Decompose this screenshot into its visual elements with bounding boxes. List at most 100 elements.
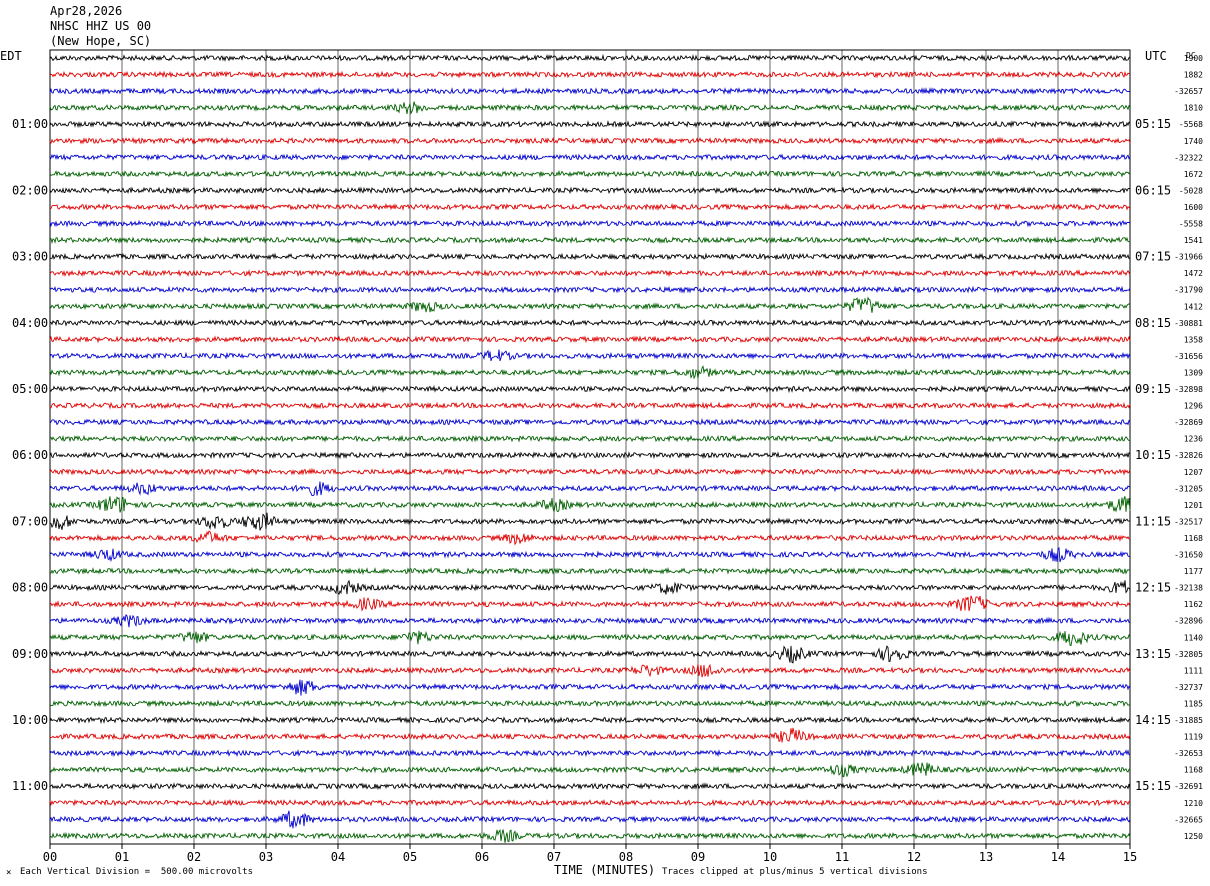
trace-line	[49, 186, 1130, 195]
local-hour-label: 09:00	[12, 647, 48, 661]
trace-line	[49, 715, 1131, 725]
trace-line	[49, 365, 1131, 380]
trace-line	[49, 136, 1131, 145]
trace-line	[49, 417, 1131, 427]
trace-line	[49, 679, 1131, 696]
dc-offset-label: 1201	[1184, 501, 1203, 510]
trace-line	[49, 630, 1131, 647]
trace-line	[49, 566, 1131, 576]
dc-offset-label: -31966	[1174, 253, 1203, 262]
station-location: (New Hope, SC)	[50, 34, 152, 48]
local-hour-label: 11:00	[12, 779, 48, 793]
x-tick-label: 12	[907, 850, 921, 864]
dc-offset-label: -31790	[1174, 286, 1203, 295]
dc-offset-label: -32869	[1174, 418, 1203, 427]
x-tick-label: 06	[475, 850, 489, 864]
trace-group: 1900 1882 -32657 1810 -5568 1740 -32322 1672 -50…	[49, 53, 1203, 843]
trace-line	[49, 595, 1131, 612]
dc-offset-label: 1236	[1184, 435, 1203, 444]
plot-date: Apr28,2026	[50, 4, 123, 18]
trace-line	[49, 349, 1131, 362]
dc-offset-label: 1210	[1184, 799, 1203, 808]
dc-offset-label: -32665	[1174, 815, 1203, 824]
dc-offset-label: 1541	[1184, 236, 1203, 245]
trace-line	[49, 434, 1131, 443]
utc-hour-label: 10:15	[1135, 448, 1171, 462]
trace-line	[49, 579, 1131, 596]
x-axis-title: TIME (MINUTES)	[554, 863, 656, 877]
local-hour-label: 10:00	[12, 713, 48, 727]
dc-offset-label: -32691	[1174, 782, 1203, 791]
x-tick-label: 07	[547, 850, 561, 864]
dc-offset-label: -32653	[1174, 749, 1203, 758]
utc-hour-label: 06:15	[1135, 183, 1171, 197]
x-tick-label: 04	[331, 850, 345, 864]
x-tick-label: 00	[43, 850, 57, 864]
x-tick-label: 08	[619, 850, 633, 864]
minute-grid	[49, 49, 1131, 845]
trace-line	[49, 496, 1131, 513]
dc-offset-label: -32826	[1174, 451, 1203, 460]
dc-offset-label: 1882	[1184, 71, 1203, 80]
trace-line	[49, 219, 1131, 228]
trace-line	[49, 810, 1131, 829]
dc-column-label: DC	[1186, 51, 1196, 60]
trace-line	[49, 53, 1131, 63]
dc-offset-label: -31885	[1174, 716, 1203, 725]
trace-line	[49, 169, 1131, 178]
dc-offset-label: 1185	[1184, 699, 1203, 708]
x-tick-label: 13	[979, 850, 993, 864]
time-axis: 00 01 02 03 04 05 06 07 08 09 10 11 12 13 14 15	[43, 844, 1137, 864]
trace-line	[49, 269, 1131, 278]
trace-line	[49, 401, 1131, 410]
utc-hour-label: 12:15	[1135, 581, 1171, 595]
trace-line	[49, 86, 1131, 96]
trace-line	[49, 749, 1131, 758]
utc-hour-label: 15:15	[1135, 779, 1171, 793]
trace-line	[49, 645, 1131, 664]
trace-line	[49, 335, 1131, 344]
trace-line	[49, 467, 1131, 476]
x-tick-label: 14	[1051, 850, 1065, 864]
x-tick-label: 09	[691, 850, 705, 864]
x-tick-label: 05	[403, 850, 417, 864]
trace-line	[49, 235, 1131, 245]
hour-labels: 01:00 02:00 03:00 04:00 05:00 06:00 07:00 08:00…	[12, 117, 1171, 793]
local-hour-label: 01:00	[12, 117, 48, 131]
utc-hour-label: 11:15	[1135, 514, 1171, 528]
utc-hour-label: 09:15	[1135, 382, 1171, 396]
dc-offset-label: -32896	[1174, 617, 1203, 626]
trace-line	[49, 512, 1131, 531]
local-hour-label: 06:00	[12, 448, 48, 462]
x-tick-label: 10	[763, 850, 777, 864]
dc-offset-label: -31205	[1174, 484, 1203, 493]
trace-line	[49, 252, 1131, 261]
trace-line	[49, 798, 1131, 807]
local-hour-label: 03:00	[12, 250, 48, 264]
dc-offset-label: -30881	[1174, 319, 1203, 328]
utc-timezone-label: UTC	[1145, 49, 1167, 63]
station-name: NHSC HHZ US 00	[50, 19, 152, 33]
dc-offset-label: 1412	[1184, 302, 1203, 311]
dc-offset-label: 1740	[1184, 137, 1203, 146]
dc-offset-label: 1162	[1184, 600, 1203, 609]
trace-line	[49, 384, 1131, 394]
dc-offset-label: 1296	[1184, 402, 1203, 411]
dc-offset-label: 1472	[1184, 269, 1203, 278]
dc-offset-label: -32138	[1174, 584, 1203, 593]
trace-line	[49, 829, 1131, 843]
trace-line	[49, 296, 1131, 313]
trace-line	[49, 547, 1131, 563]
utc-hour-label: 05:15	[1135, 117, 1171, 131]
dc-offset-label: -32322	[1174, 153, 1203, 162]
trace-line	[49, 663, 1131, 678]
dc-offset-label: -5568	[1179, 120, 1203, 129]
dc-offset-label: 1900	[1184, 54, 1203, 63]
local-hour-label: 04:00	[12, 316, 48, 330]
trace-line	[49, 699, 1131, 708]
dc-offset-label: 1358	[1184, 335, 1203, 344]
trace-line	[49, 530, 1131, 546]
trace-line	[49, 613, 1131, 628]
dc-offset-label: 1119	[1184, 733, 1203, 742]
trace-line	[49, 120, 1131, 129]
